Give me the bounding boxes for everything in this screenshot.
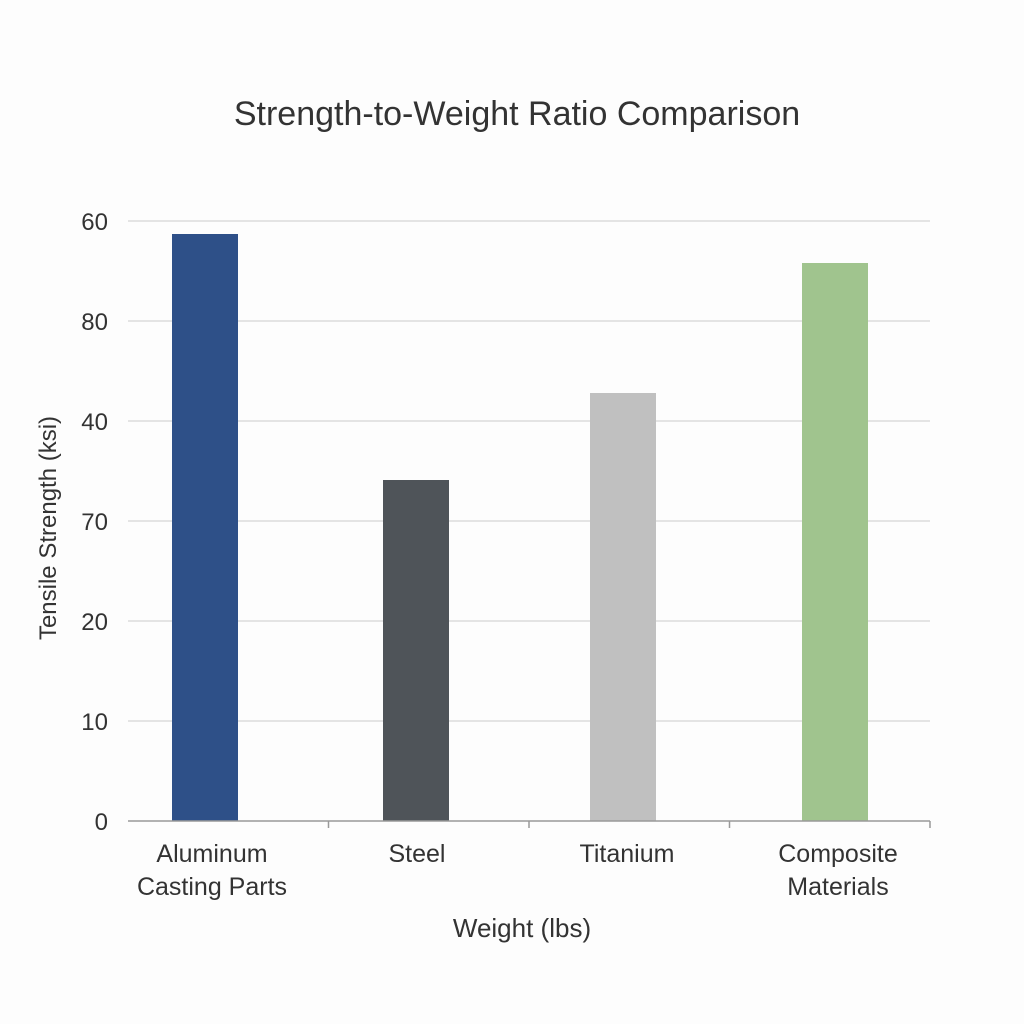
x-axis-label: Weight (lbs) — [453, 913, 591, 943]
x-tick-label: Casting Parts — [137, 873, 287, 901]
y-tick-label: 70 — [81, 509, 108, 536]
bar — [383, 480, 449, 821]
x-tick-label: Steel — [389, 840, 446, 868]
x-tick-label: Materials — [787, 873, 888, 901]
x-tick-label: Titanium — [580, 840, 675, 868]
y-tick-label: 10 — [81, 709, 108, 736]
y-axis-label: Tensile Strength (ksi) — [35, 416, 62, 640]
x-tick-label: Composite — [778, 840, 898, 868]
y-tick-label: 40 — [81, 409, 108, 436]
chart-title: Strength-to-Weight Ratio Comparison — [234, 95, 800, 133]
bar — [590, 393, 656, 821]
y-tick-label: 0 — [95, 809, 108, 836]
y-tick-label: 60 — [81, 209, 108, 236]
bar — [802, 263, 868, 821]
y-tick-label: 20 — [81, 609, 108, 636]
bar — [172, 234, 238, 821]
x-tick-label: Aluminum — [156, 840, 267, 868]
y-tick-label: 80 — [81, 309, 108, 336]
